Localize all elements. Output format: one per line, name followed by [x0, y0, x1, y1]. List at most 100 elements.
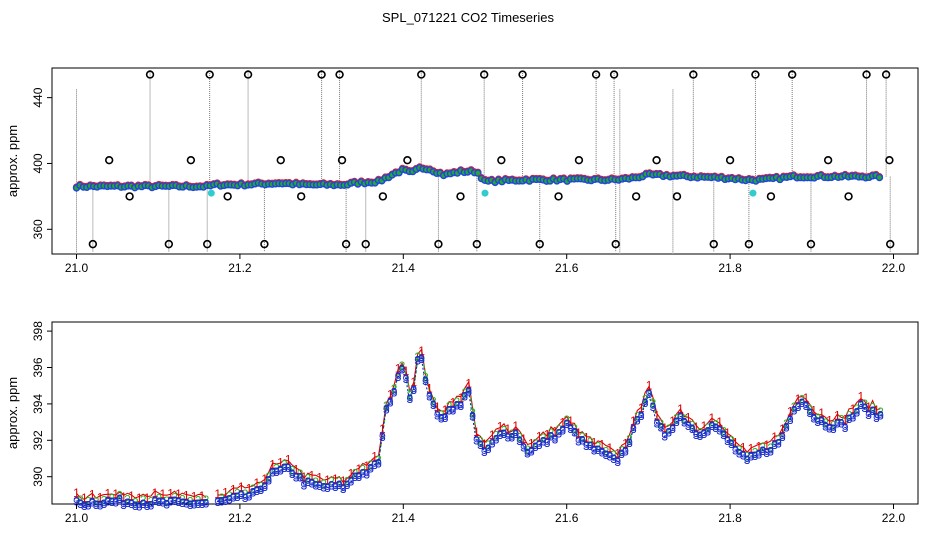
bottom-series-marker-3: 3: [579, 434, 586, 448]
bottom-series-circle: [352, 473, 358, 480]
top-x-tick-label: 21.0: [65, 261, 89, 275]
top-high-outlier: [881, 70, 891, 79]
bottom-series-circle: [685, 421, 692, 428]
bottom-series-marker-3: 3: [324, 481, 331, 495]
bottom-series-marker-3: 3: [156, 495, 163, 509]
bottom-series-marker-1: 1: [442, 403, 449, 417]
bottom-series-circle: [171, 497, 178, 504]
bottom-series-marker-1: 1: [693, 420, 700, 434]
bottom-series-circle: [803, 402, 809, 409]
bottom-series-circle: [681, 418, 688, 425]
bottom-series-marker-3: 3: [767, 444, 774, 458]
bottom-series-circle: [704, 427, 711, 434]
bottom-series-marker-3: 3: [340, 482, 347, 496]
bottom-series-marker-1: 1: [481, 437, 488, 451]
bottom-series-marker-1: 1: [771, 430, 778, 444]
bottom-x-tick-label: 21.0: [65, 511, 89, 525]
bottom-series-circle: [257, 486, 264, 493]
bottom-series-circle: [320, 483, 327, 490]
bottom-series-circle: [399, 365, 405, 372]
bottom-series-marker-1: 1: [536, 430, 543, 444]
top-high-outlier: [518, 70, 527, 79]
bottom-series-marker-3: 3: [183, 497, 190, 511]
top-high-outlier: [787, 70, 797, 79]
bottom-series-marker-3: 3: [442, 411, 449, 425]
bottom-series-marker-3: 3: [552, 433, 559, 447]
bottom-series-marker-1: 1: [834, 408, 841, 422]
bottom-series-circle: [579, 436, 586, 443]
figure-title: SPL_071221 CO2 Timeseries: [382, 10, 554, 25]
bottom-series-circle: [285, 464, 292, 470]
bottom-series-marker-3: 3: [395, 370, 402, 384]
bottom-series-marker-3: 3: [203, 497, 210, 511]
bottom-series-circle: [85, 501, 92, 508]
bottom-series-circle: [81, 502, 88, 509]
bottom-series-circle: [853, 408, 860, 415]
top-drop-point: [207, 189, 215, 197]
bottom-x-tick-label: 21.2: [228, 511, 252, 525]
bottom-series-marker-3: 3: [128, 497, 135, 511]
bottom-series-circle: [253, 487, 260, 494]
bottom-series-marker-3: 3: [246, 490, 253, 504]
bottom-series-circle: [446, 406, 452, 413]
bottom-series-marker-3: 3: [277, 464, 284, 478]
bottom-series-circle: [630, 425, 637, 432]
bottom-series-circle: [179, 499, 186, 505]
bottom-series-marker-1: 1: [254, 476, 261, 490]
bottom-series-circle: [677, 413, 684, 419]
top-low-outlier: [341, 239, 351, 249]
bottom-series-marker-1: 1: [159, 487, 166, 501]
bottom-series-marker-1: 1: [246, 481, 253, 495]
bottom-series-circle: [693, 431, 700, 438]
bottom-series-circle: [312, 481, 319, 488]
bottom-series-marker-3: 3: [430, 398, 437, 412]
bottom-series-circle: [661, 432, 668, 439]
bottom-series-circle: [830, 425, 837, 431]
top-mid-outlier: [823, 155, 833, 165]
top-low-outlier: [744, 239, 754, 249]
bottom-series-circle: [810, 414, 817, 421]
top-mid-outlier: [125, 192, 134, 201]
bottom-series-marker-1: 1: [112, 487, 119, 501]
bottom-series-marker-3: 3: [261, 480, 268, 494]
bottom-series-circle: [246, 492, 252, 499]
bottom-series-marker-3: 3: [367, 462, 374, 476]
top-mid-outlier: [296, 192, 306, 201]
bottom-series-marker-3: 3: [606, 449, 613, 463]
bottom-series-circle: [375, 459, 382, 466]
bottom-series-circle: [528, 447, 535, 454]
bottom-series-circle: [516, 437, 523, 443]
bottom-series-marker-1: 1: [450, 395, 457, 409]
bottom-series-circle: [512, 430, 519, 437]
bottom-series-marker-3: 3: [748, 450, 755, 464]
bottom-series-circle: [575, 437, 582, 444]
bottom-series-marker-3: 3: [532, 440, 539, 454]
bottom-series-marker-3: 3: [489, 436, 496, 450]
bottom-series-marker-1: 1: [567, 414, 574, 428]
top-low-outlier: [611, 239, 620, 249]
bottom-series-circle: [783, 423, 790, 430]
bottom-series-marker-3: 3: [73, 494, 80, 508]
bottom-series-marker-3: 3: [740, 449, 747, 463]
bottom-series-marker-3: 3: [171, 494, 178, 508]
bottom-series-marker-3: 3: [371, 458, 378, 472]
bottom-series-marker-3: 3: [634, 413, 641, 427]
bottom-series-circle: [701, 430, 707, 437]
bottom-series-circle: [642, 399, 649, 405]
bottom-series-circle: [657, 423, 664, 430]
bottom-series-circle: [834, 419, 841, 426]
bottom-series-circle: [806, 409, 813, 416]
bottom-series-marker-1: 1: [356, 462, 363, 476]
bottom-series-circle: [442, 414, 449, 420]
bottom-series-marker-3: 3: [434, 408, 441, 422]
bottom-series-marker-3: 3: [736, 446, 743, 460]
bottom-series-circle: [336, 481, 343, 488]
bottom-y-tick-label: 396: [31, 357, 45, 377]
bottom-series-marker-1: 1: [418, 344, 425, 358]
bottom-series-marker-1: 1: [308, 468, 315, 482]
bottom-series-marker-3: 3: [524, 447, 531, 461]
bottom-series-marker-1: 1: [465, 377, 472, 391]
bottom-series-marker-3: 3: [222, 494, 229, 508]
bottom-series-marker-3: 3: [865, 408, 872, 422]
bottom-series-marker-3: 3: [265, 474, 272, 488]
